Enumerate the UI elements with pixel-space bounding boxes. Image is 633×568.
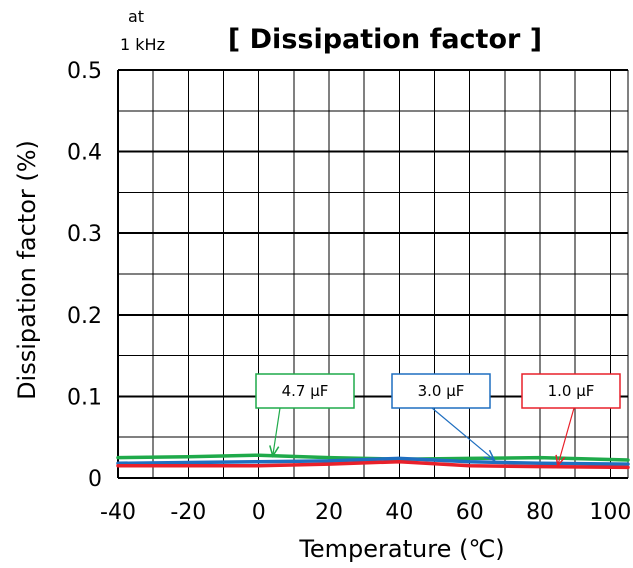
x-tick-label: -20 [170,500,206,525]
y-tick-label: 0.5 [67,59,102,84]
y-tick-label: 0.3 [67,222,102,247]
x-tick-label: -40 [100,500,136,525]
condition-line-1: at [128,7,144,26]
callout-leader [272,407,281,457]
callouts: 4.7 μF 3.0 μF 1.0 μF [255,373,621,468]
x-tick-label: 100 [589,500,631,525]
callout-leader [431,407,495,461]
callout-label: 3.0 μF [418,382,465,400]
series-line [116,459,630,470]
series-line [116,456,630,466]
callout-box [521,373,621,409]
x-tick-label: 80 [526,500,554,525]
callout: 3.0 μF [391,373,496,462]
condition-line-2: 1 kHz [120,35,165,54]
callout-leader [557,407,575,466]
y-tick-label: 0.1 [67,385,102,410]
callout-box [391,373,491,409]
y-axis-title: Dissipation factor (%) [13,140,41,400]
chart-title: [ Dissipation factor ] [228,24,542,55]
x-tick-label: 40 [385,500,413,525]
series-lines [116,453,630,470]
callout-label: 1.0 μF [548,382,595,400]
x-tick-label: 60 [456,500,484,525]
x-axis-title: Temperature (℃) [298,535,504,563]
callout-arrowhead [555,454,566,468]
x-tick-label: 0 [252,500,266,525]
grid [117,69,629,479]
y-tick-label: 0 [88,467,102,492]
callout-box [255,373,355,409]
callout: 1.0 μF [521,373,621,468]
callout-arrowhead [269,445,280,458]
callout-arrowhead [483,449,496,462]
y-tick-label: 0.4 [67,141,102,166]
x-tick-label: 20 [315,500,343,525]
callout-label: 4.7 μF [282,382,329,400]
tick-labels: -40 -20 0 20 40 60 80 100 0 0.1 0.2 0.3 0.4 0.5 [67,59,631,525]
y-tick-label: 0.2 [67,304,102,329]
callout: 4.7 μF [255,373,355,458]
